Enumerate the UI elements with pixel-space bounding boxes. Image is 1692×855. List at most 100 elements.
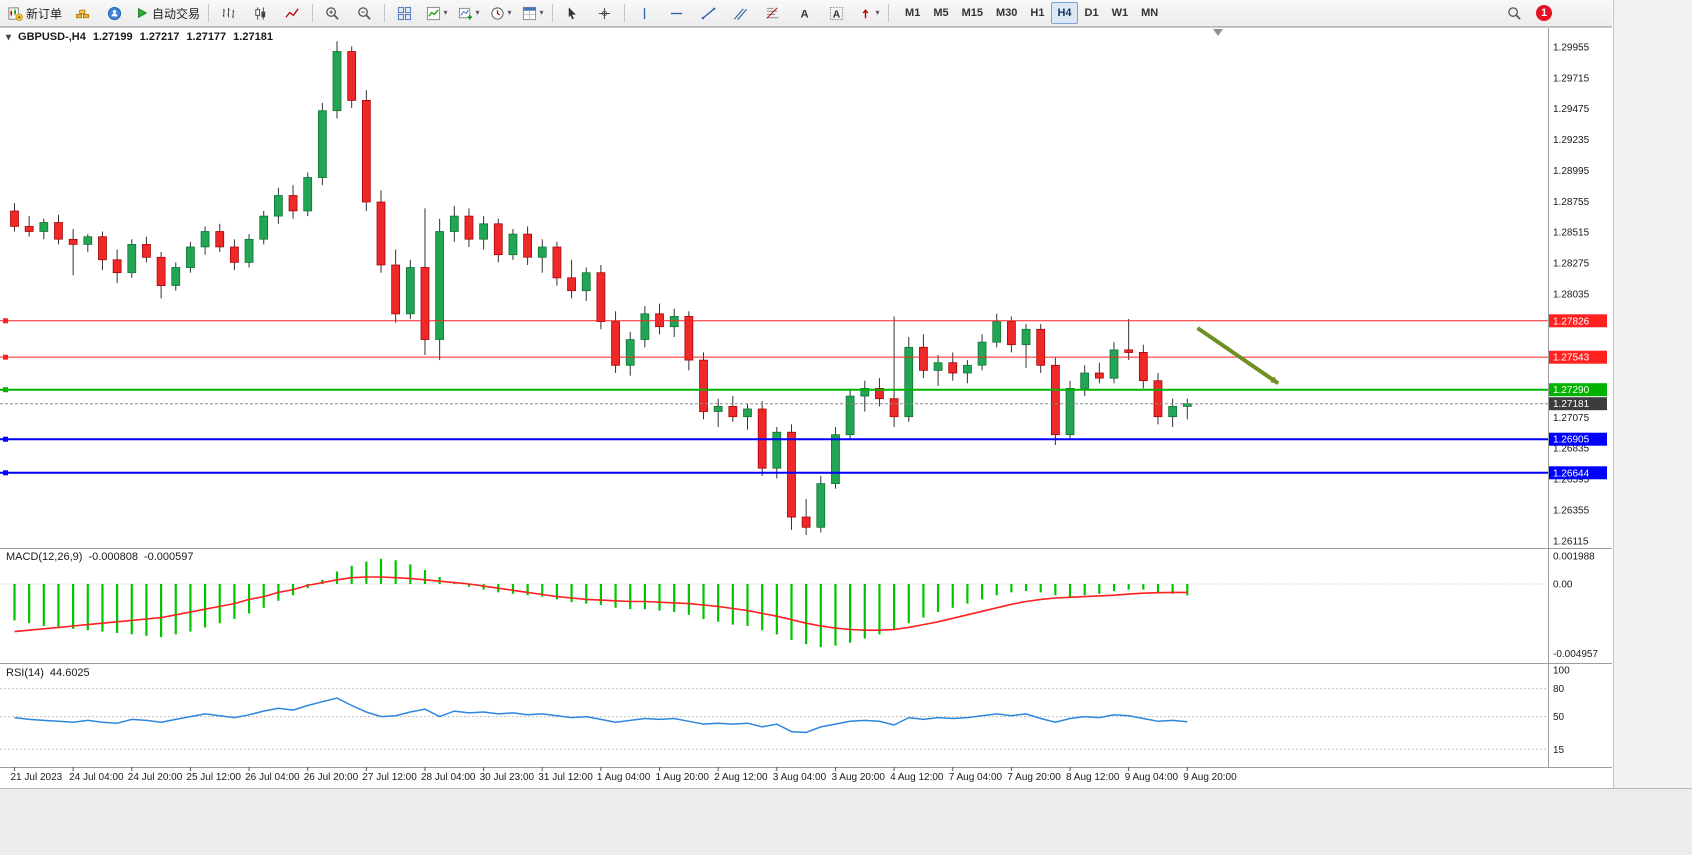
candlestick-chart-button[interactable] bbox=[245, 1, 276, 25]
candle-body bbox=[948, 362, 958, 374]
periods-button[interactable]: ▾ bbox=[485, 1, 516, 25]
candle-body bbox=[669, 316, 679, 328]
price-badge bbox=[1549, 397, 1607, 411]
indicators-button[interactable]: ▾ bbox=[421, 1, 452, 25]
time-axis-label: 21 Jul 2023 bbox=[11, 772, 63, 783]
hline-handle[interactable] bbox=[3, 354, 8, 360]
cursor-button[interactable] bbox=[557, 1, 588, 25]
zoom-in-button[interactable] bbox=[317, 1, 348, 25]
price-badge bbox=[1549, 350, 1607, 364]
fibonacci-tool-button[interactable] bbox=[757, 1, 788, 25]
channel-tool-button[interactable] bbox=[725, 1, 756, 25]
zoom-out-button[interactable] bbox=[349, 1, 380, 25]
candle-body bbox=[640, 313, 650, 340]
timeframe-m5-button[interactable]: M5 bbox=[933, 7, 949, 19]
notification-badge[interactable]: 1 bbox=[1536, 5, 1552, 21]
hline-handle[interactable] bbox=[3, 387, 8, 393]
status-bar-area bbox=[0, 788, 1692, 855]
candle-body bbox=[816, 483, 826, 528]
search-icon bbox=[1508, 6, 1521, 20]
search-button[interactable] bbox=[1499, 1, 1530, 25]
price-badge bbox=[1549, 432, 1607, 446]
time-axis-label: 3 Aug 04:00 bbox=[773, 772, 827, 783]
ohlc-close: 1.27181 bbox=[233, 31, 273, 43]
dropdown-caret-icon: ▾ bbox=[507, 8, 512, 17]
horizontal-line-tool-button[interactable] bbox=[661, 1, 692, 25]
candle-body bbox=[98, 236, 107, 261]
deposit-button[interactable] bbox=[67, 1, 98, 25]
candle-body bbox=[1007, 321, 1016, 346]
tile-windows-button[interactable] bbox=[389, 1, 420, 25]
dropdown-caret-icon: ▾ bbox=[443, 8, 448, 17]
new-order-button[interactable]: 新订单 bbox=[4, 1, 66, 25]
hline-handle[interactable] bbox=[3, 436, 8, 442]
bar-chart-button[interactable] bbox=[213, 1, 244, 25]
candle-body bbox=[625, 339, 635, 366]
hline-handle[interactable] bbox=[3, 470, 8, 476]
timeframe-h4-button[interactable]: H4 bbox=[1051, 2, 1078, 24]
price-axis-label: 1.26835 bbox=[1553, 444, 1590, 455]
text-tool-button[interactable]: A bbox=[789, 1, 820, 25]
text-label-tool-button[interactable]: A bbox=[821, 1, 852, 25]
price-badge-label: 1.27181 bbox=[1553, 399, 1590, 410]
rsi-axis-label: 50 bbox=[1553, 712, 1565, 723]
dropdown-caret-icon: ▾ bbox=[475, 8, 480, 17]
support-button[interactable] bbox=[99, 1, 130, 25]
candle-body bbox=[904, 346, 914, 418]
crosshair-button[interactable] bbox=[589, 1, 620, 25]
ohlc-open: 1.27199 bbox=[92, 31, 133, 43]
one-click-trading-toggle-icon[interactable]: ▾ bbox=[6, 31, 12, 43]
bar-chart-icon bbox=[222, 7, 235, 18]
candle-body bbox=[992, 321, 1002, 343]
timeframe-d1-button[interactable]: D1 bbox=[1084, 7, 1099, 19]
templates-button[interactable]: ▾ bbox=[517, 1, 548, 25]
horizontal-line-icon bbox=[670, 12, 683, 14]
arrows-tool-button[interactable]: ▾ bbox=[853, 1, 884, 25]
rsi-indicator-title: RSI(14) 44.6025 bbox=[6, 667, 90, 679]
fibonacci-icon bbox=[766, 7, 779, 19]
time-axis-label: 27 Jul 12:00 bbox=[362, 772, 417, 783]
trendline-tool-button[interactable] bbox=[693, 1, 724, 25]
timeframe-m1-button[interactable]: M1 bbox=[905, 7, 921, 19]
price-axis-label: 1.28755 bbox=[1553, 197, 1590, 208]
tile-windows-icon bbox=[397, 6, 412, 20]
line-chart-button[interactable] bbox=[277, 1, 308, 25]
timeframe-m15-button[interactable]: M15 bbox=[961, 7, 983, 19]
arrow-objects-icon bbox=[862, 8, 868, 18]
new-order-icon bbox=[8, 6, 23, 21]
vertical-line-tool-button[interactable] bbox=[629, 1, 660, 25]
price-badge bbox=[1549, 466, 1607, 480]
autotrading-button[interactable]: 自动交易 bbox=[131, 1, 204, 25]
timeframe-mn-button[interactable]: MN bbox=[1141, 7, 1159, 19]
candle-body bbox=[493, 223, 503, 256]
support-person-icon bbox=[107, 6, 122, 20]
rsi-label: RSI(14) bbox=[6, 667, 44, 679]
candle-body bbox=[479, 223, 488, 240]
price-badge-label: 1.27826 bbox=[1553, 316, 1590, 327]
time-axis-label: 1 Aug 04:00 bbox=[597, 772, 651, 783]
candle-body bbox=[288, 195, 298, 212]
candle-body bbox=[274, 195, 283, 217]
timeframe-m30-button[interactable]: M30 bbox=[996, 7, 1018, 19]
candle-body bbox=[1050, 364, 1060, 436]
hline-handle[interactable] bbox=[3, 318, 8, 324]
candle-body bbox=[537, 246, 547, 258]
candle-body bbox=[596, 272, 606, 322]
candle-body bbox=[68, 238, 78, 245]
timeframe-h1-button[interactable]: H1 bbox=[1030, 7, 1045, 19]
timeframe-w1-button[interactable]: W1 bbox=[1111, 7, 1129, 19]
new-chart-button[interactable]: ▾ bbox=[453, 1, 484, 25]
candle-body bbox=[391, 264, 401, 315]
text-icon: A bbox=[800, 8, 808, 20]
toolbar-separator bbox=[312, 4, 314, 22]
candle-body bbox=[1094, 372, 1104, 379]
arrow-annotation[interactable] bbox=[1196, 326, 1280, 385]
chart-shift-marker[interactable] bbox=[1213, 29, 1223, 36]
trendline-icon bbox=[701, 7, 716, 19]
time-axis-label: 26 Jul 04:00 bbox=[245, 772, 300, 783]
candle-body bbox=[728, 406, 738, 418]
time-axis-label: 2 Aug 12:00 bbox=[714, 772, 768, 783]
price-axis-label: 1.29235 bbox=[1553, 135, 1590, 146]
